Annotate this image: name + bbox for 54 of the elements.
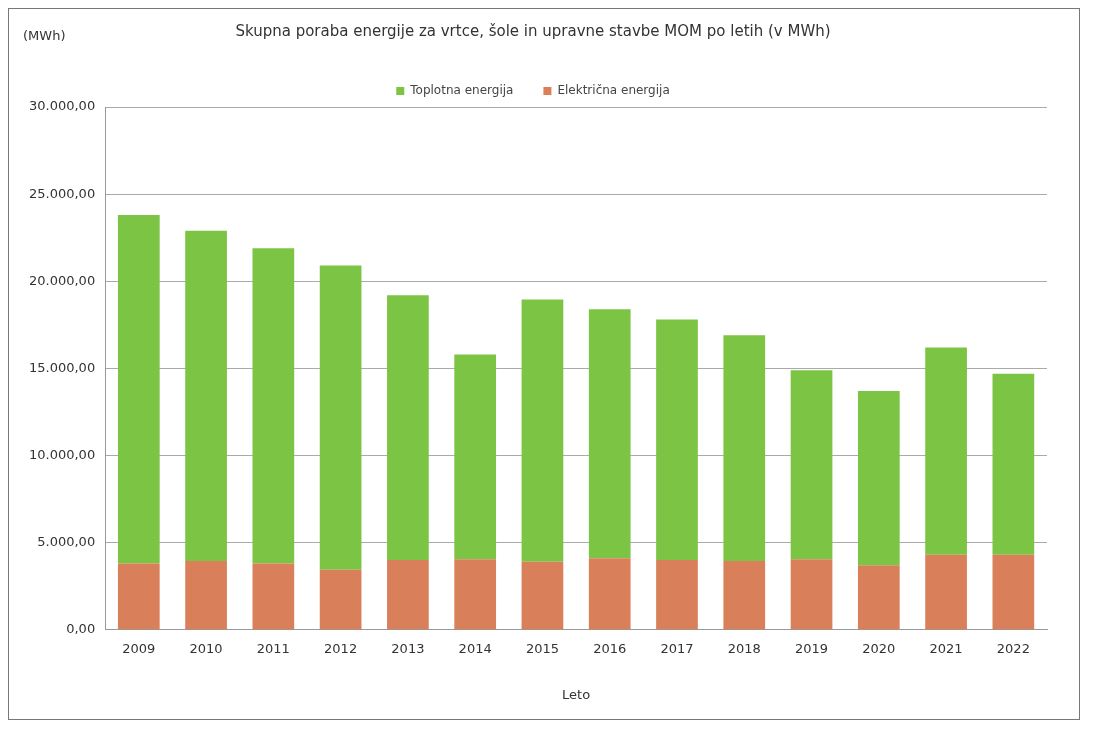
bar [925,554,967,630]
x-tick-label: 2009 [122,640,156,656]
bar [857,565,900,630]
y-tick-label: 5.000,00 [37,534,96,550]
chart-title: Skupna poraba energije za vrtce, šole in upravne stavbe MOM po letih (v MWh) [235,21,831,40]
x-tick-label: 2010 [189,640,223,656]
bar [252,248,295,564]
bar [454,354,497,560]
x-tick-label: 2016 [593,640,627,656]
x-tick-label: 2012 [324,640,358,656]
legend-label: Električna energija [557,83,670,98]
x-tick-label: 2013 [391,640,425,656]
y-axis-title: (MWh) [23,28,66,44]
x-tick-label: 2018 [727,640,761,656]
bar [588,558,631,630]
x-tick-label: 2019 [794,640,829,656]
y-tick-label: 15.000,00 [28,359,96,375]
x-tick-label: 2014 [458,640,492,656]
bar [992,554,1035,630]
y-tick-label: 20.000,00 [28,272,96,288]
bar [925,347,967,555]
bar [656,560,698,630]
bar [521,561,564,630]
y-tick-label: 10.000,00 [28,446,96,462]
bar [319,569,362,630]
bar [588,309,631,559]
x-tick-label: 2015 [525,640,559,656]
x-tick-label: 2021 [929,640,963,656]
bar [723,560,766,630]
bar [185,230,227,561]
bar [117,215,160,564]
y-tick-label: 25.000,00 [28,185,96,201]
bar [857,391,900,566]
x-tick-label: 2022 [996,640,1030,656]
y-tick-label: 0,00 [66,621,96,637]
bar [656,319,698,561]
bar [387,560,429,630]
bar [185,560,227,630]
bar [790,370,833,560]
x-tick-label: 2017 [660,640,694,656]
x-tick-label: 2011 [256,640,290,656]
bar [521,299,564,562]
x-axis-title: Leto [562,686,591,702]
bar [319,265,362,570]
bar [252,563,295,630]
legend-label: Toplotna energija [409,83,514,98]
y-tick-label: 30.000,00 [28,98,96,114]
bar [117,563,160,630]
x-tick-label: 2020 [862,640,896,656]
bar [723,335,766,561]
bar [387,295,429,561]
bar [454,559,497,630]
bar [992,373,1035,555]
bar [790,559,833,630]
